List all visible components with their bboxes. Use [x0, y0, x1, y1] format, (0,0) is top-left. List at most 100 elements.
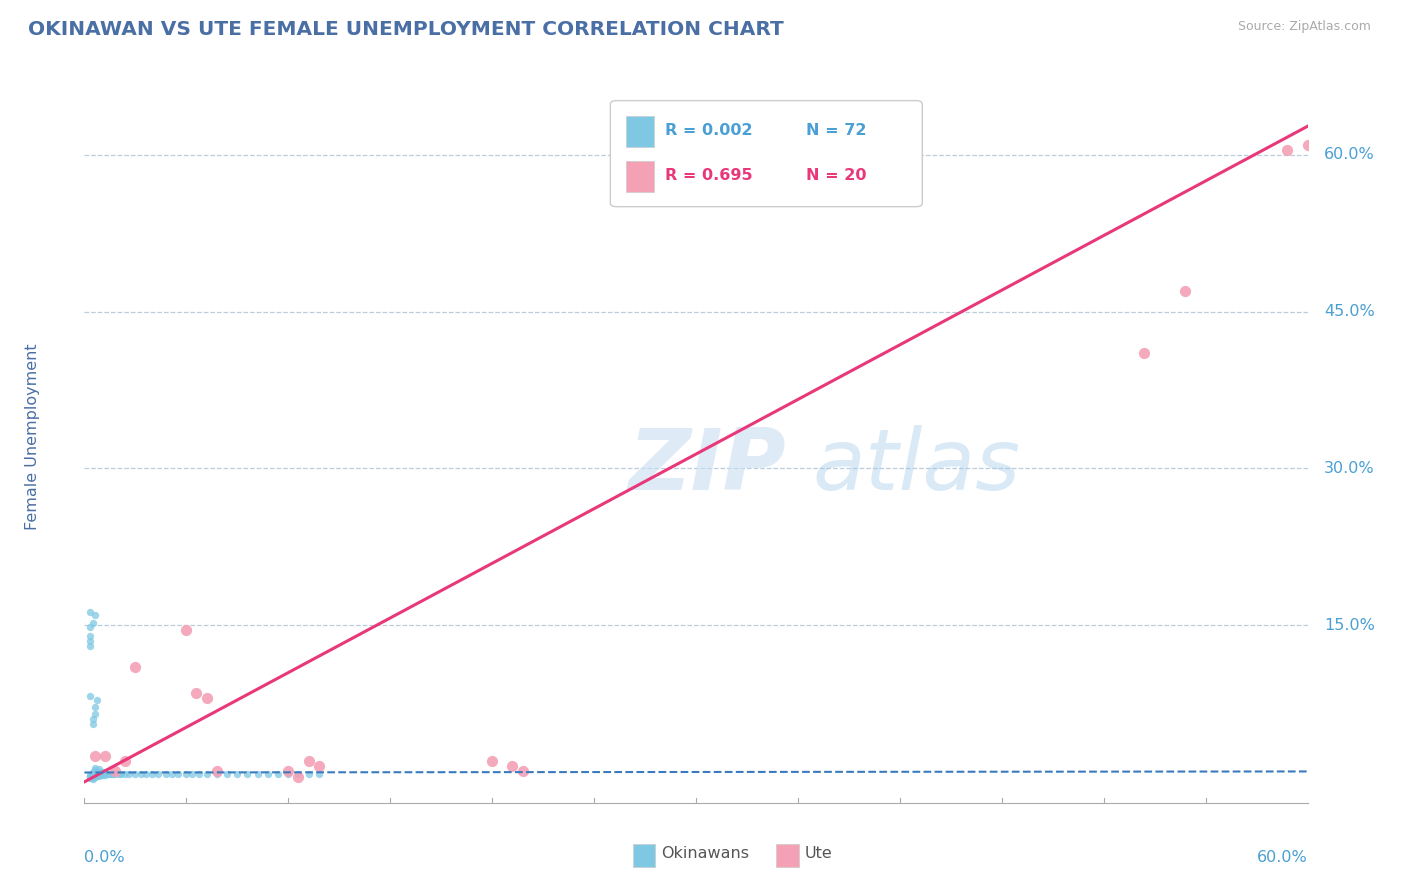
Text: ZIP: ZIP — [628, 425, 786, 508]
Point — [90, 765, 112, 780]
Point — [83, 764, 105, 778]
FancyBboxPatch shape — [610, 101, 922, 207]
Point — [79, 605, 101, 619]
Point — [108, 766, 131, 780]
Point — [160, 766, 183, 780]
Point — [131, 766, 153, 780]
Point — [236, 766, 259, 780]
Point — [86, 769, 108, 783]
Point — [79, 769, 101, 783]
Point — [217, 766, 239, 780]
Point — [195, 691, 218, 706]
Point — [187, 766, 209, 780]
Point — [277, 766, 299, 780]
Point — [79, 690, 101, 704]
Text: OKINAWAN VS UTE FEMALE UNEMPLOYMENT CORRELATION CHART: OKINAWAN VS UTE FEMALE UNEMPLOYMENT CORR… — [28, 20, 785, 38]
Point — [83, 770, 105, 784]
Point — [141, 766, 163, 780]
Point — [287, 766, 309, 780]
Point — [79, 771, 101, 785]
Point — [298, 754, 321, 768]
Text: 60.0%: 60.0% — [1257, 850, 1308, 865]
Point — [308, 759, 330, 773]
Point — [96, 766, 118, 780]
Point — [114, 766, 136, 780]
Point — [1174, 284, 1197, 298]
Point — [308, 766, 330, 780]
Point — [257, 766, 280, 780]
Point — [205, 766, 228, 780]
Point — [181, 766, 204, 780]
Text: R = 0.002: R = 0.002 — [665, 123, 754, 138]
Point — [82, 770, 104, 784]
Bar — [626, 161, 654, 192]
Point — [1133, 346, 1156, 360]
Point — [93, 767, 115, 781]
Point — [155, 766, 177, 780]
Point — [110, 766, 132, 780]
Point — [79, 639, 101, 653]
Point — [118, 766, 141, 780]
Point — [90, 767, 112, 781]
Point — [195, 766, 218, 780]
Text: 0.0%: 0.0% — [84, 850, 125, 865]
Point — [86, 693, 108, 707]
Point — [86, 766, 108, 780]
Point — [174, 624, 197, 638]
Point — [82, 767, 104, 781]
Text: Okinawans: Okinawans — [661, 847, 749, 861]
Point — [91, 767, 114, 781]
Point — [82, 717, 104, 731]
Point — [82, 771, 104, 785]
Point — [86, 764, 108, 779]
Point — [87, 765, 110, 780]
Text: 30.0%: 30.0% — [1324, 461, 1375, 476]
Text: Female Unemployment: Female Unemployment — [25, 343, 41, 531]
Point — [97, 766, 120, 780]
Point — [82, 765, 104, 780]
Text: R = 0.695: R = 0.695 — [665, 169, 754, 184]
Point — [104, 764, 127, 779]
Point — [83, 706, 105, 721]
Point — [83, 765, 105, 780]
Text: N = 72: N = 72 — [806, 123, 866, 138]
Text: 45.0%: 45.0% — [1324, 304, 1375, 319]
Point — [167, 766, 190, 780]
Point — [91, 765, 114, 780]
Text: atlas: atlas — [813, 425, 1021, 508]
Point — [82, 616, 104, 631]
Point — [186, 686, 208, 700]
Point — [277, 764, 299, 779]
Point — [83, 748, 105, 763]
Point — [87, 769, 110, 783]
Point — [79, 767, 101, 781]
Point — [124, 766, 146, 780]
Point — [104, 766, 127, 780]
Point — [83, 607, 105, 622]
Point — [79, 629, 101, 643]
Text: 15.0%: 15.0% — [1324, 617, 1375, 632]
Point — [1296, 137, 1319, 152]
Point — [100, 766, 122, 780]
Point — [205, 764, 228, 779]
Point — [83, 699, 105, 714]
Point — [82, 772, 104, 786]
Point — [1275, 143, 1298, 157]
Point — [101, 766, 124, 780]
Point — [146, 766, 169, 780]
Bar — [626, 116, 654, 146]
Point — [174, 766, 197, 780]
Point — [93, 765, 115, 780]
Point — [83, 767, 105, 781]
Point — [83, 761, 105, 775]
Point — [79, 770, 101, 784]
Point — [246, 766, 269, 780]
Text: N = 20: N = 20 — [806, 169, 866, 184]
Point — [226, 766, 249, 780]
Point — [298, 766, 321, 780]
Point — [501, 759, 523, 773]
Text: Source: ZipAtlas.com: Source: ZipAtlas.com — [1237, 20, 1371, 33]
Point — [124, 660, 146, 674]
Point — [135, 766, 157, 780]
Point — [512, 764, 534, 779]
